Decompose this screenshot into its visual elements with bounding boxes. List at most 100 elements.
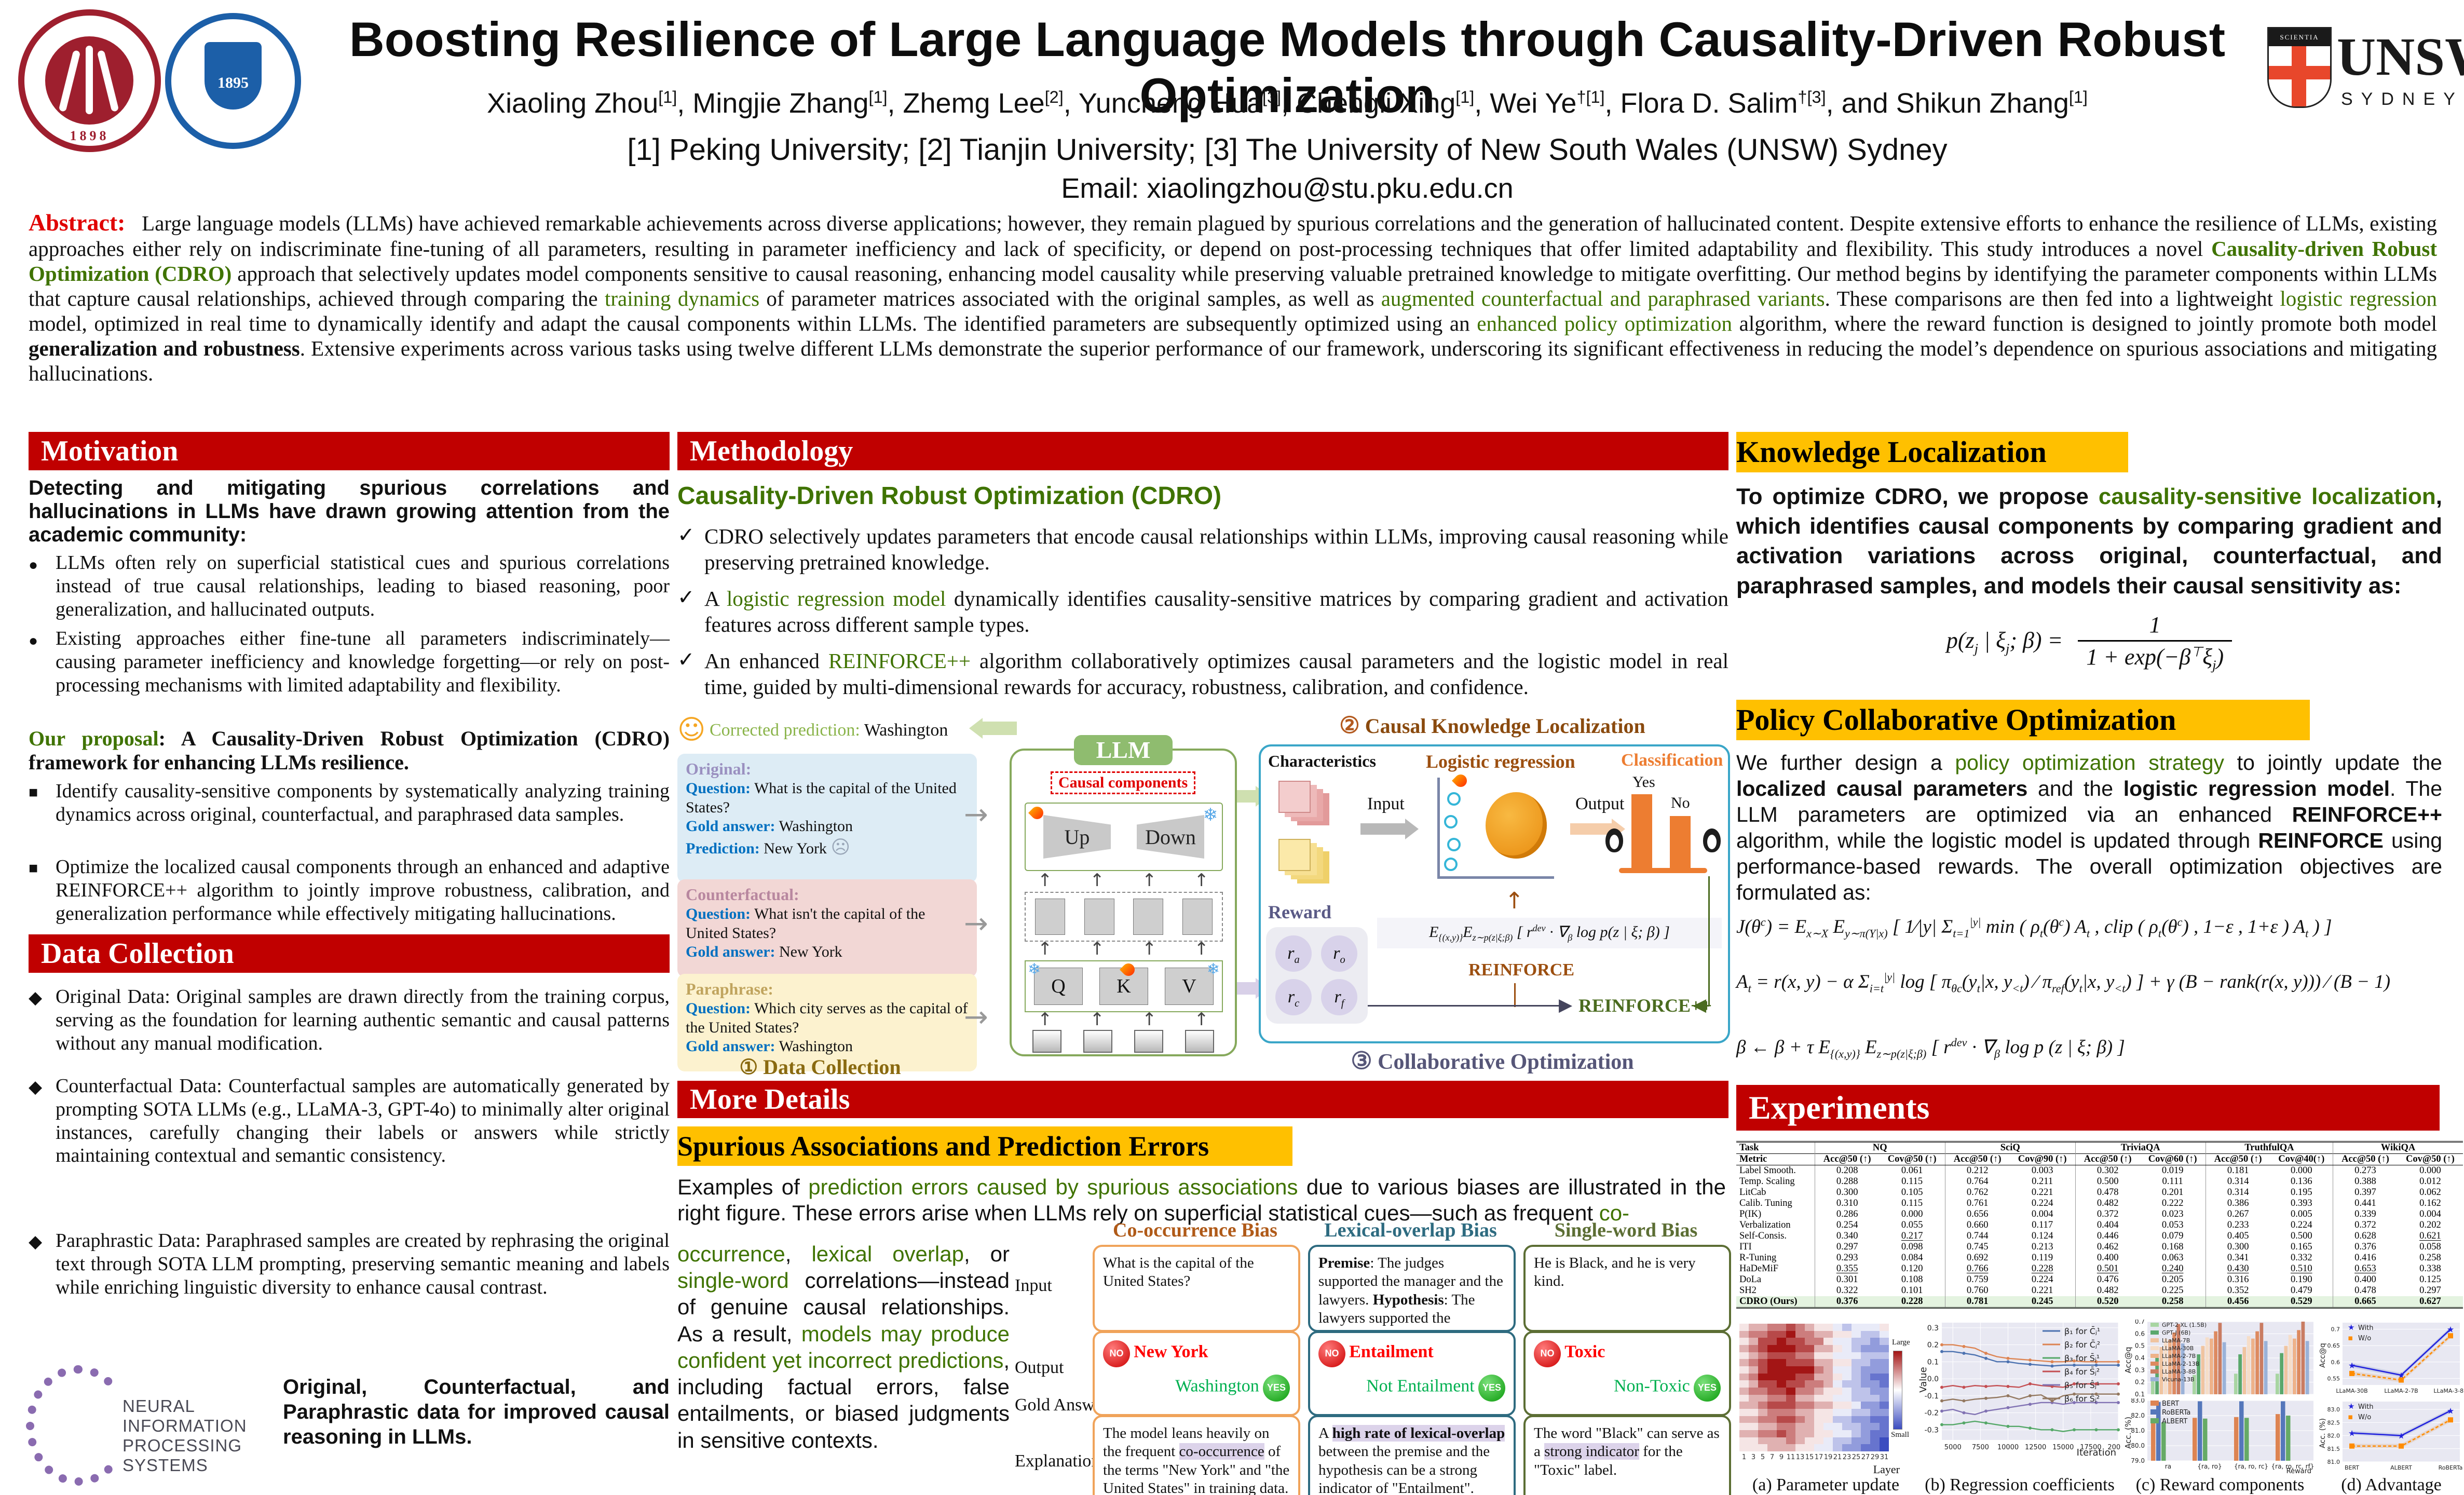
svg-text:β₅ for Ŝⱼ¹: β₅ for Ŝⱼ¹ xyxy=(2064,1380,2100,1390)
table-row: SH2 0.322 0.101 0.760 0.221 0.482 0.225 0.352 0.… xyxy=(1739,1285,2441,1296)
llm-title: LLM xyxy=(1074,735,1173,765)
reward-rf: rf xyxy=(1321,979,1357,1015)
row-label-explanation: Explanation xyxy=(1015,1451,1100,1471)
input-label: Input xyxy=(1367,794,1405,813)
svg-text:0.7: 0.7 xyxy=(2331,1326,2340,1333)
dc-item-1: ◆ Original Data: Original samples are dr… xyxy=(29,986,670,1054)
yes-button-icon: YES xyxy=(1263,1375,1290,1402)
svg-text:-0.3: -0.3 xyxy=(1925,1426,1939,1434)
abstract-text: Large language models (LLMs) have achiev… xyxy=(29,211,2437,385)
arrow-right-icon xyxy=(1360,819,1419,839)
methodology-figure: ☺ Corrected prediction: Washington Origi… xyxy=(677,712,1730,1079)
bias-title: Single-word Bias xyxy=(1554,1219,1698,1241)
svg-text:79.0: 79.0 xyxy=(2131,1457,2145,1464)
bias-title: Co-occurrence Bias xyxy=(1113,1219,1277,1241)
bias-input-box: Premise: The judges supported the manage… xyxy=(1308,1245,1516,1345)
gold-answer: Non-Toxic xyxy=(1613,1376,1690,1396)
spurious-cont: occurrence, lexical overlap, or single-w… xyxy=(677,1242,1010,1452)
caption-b: (b) Regression coefficients xyxy=(1925,1475,2115,1494)
svg-text:LLaMA-2-13B: LLaMA-2-13B xyxy=(2162,1361,2199,1367)
svg-text:{ra, ro, rc, rf}: {ra, ro, rc, rf} xyxy=(2271,1463,2315,1470)
regression-panel: -0.3 -0.2 -0.1 0.0 0.1 0.2 0.3 5000 7500 10000 125… xyxy=(1918,1320,2129,1495)
svg-text:82.5: 82.5 xyxy=(2327,1419,2340,1426)
q-matrix: Q xyxy=(1034,968,1083,1005)
bullet-icon: ● xyxy=(29,556,38,574)
svg-text:0.4: 0.4 xyxy=(2135,1354,2145,1362)
check-icon: ✓ xyxy=(677,648,695,672)
smiley-icon: ☺ xyxy=(677,714,706,745)
counterfactual-sample-box: Counterfactual: Question: What isn't the… xyxy=(677,879,977,977)
svg-text:β₃ for S̄ⱼ¹: β₃ for S̄ⱼ¹ xyxy=(2064,1353,2100,1363)
arrows-up: ↑ ↑ ↑ ↑ xyxy=(1038,1009,1209,1030)
logreg-plot xyxy=(1437,772,1554,879)
dc-caption: Original, Counterfactual, and Paraphrast… xyxy=(283,1376,670,1448)
email: Email: xiaolingzhou@stu.pku.edu.cn xyxy=(1061,173,1514,204)
svg-text:LLaMA-7B: LLaMA-7B xyxy=(2162,1337,2190,1344)
wrong-output: New York xyxy=(1134,1342,1208,1362)
table-row: Temp. Scaling 0.288 0.115 0.764 0.211 0.500 0.… xyxy=(1739,1176,2441,1187)
svg-text:{ra, ro, rc}: {ra, ro, rc} xyxy=(2234,1463,2268,1470)
arrow-left-icon xyxy=(969,718,1017,739)
reward-ro: ro xyxy=(1321,935,1357,972)
check-icon: ✓ xyxy=(677,586,695,609)
experiments-table: Task NQ SciQ TriviaQA TruthfulQA WikiQA Metric… xyxy=(1736,1141,2463,1309)
bias-output-box: NO New York Washington YES xyxy=(1093,1331,1300,1416)
policy-formula-1: J(θc) = Ex∼X Ey∼π(Y|x) [ 1∕|y| Σt=1|y| m… xyxy=(1736,915,2332,940)
svg-text:LLaMA-2-7B: LLaMA-2-7B xyxy=(2384,1388,2418,1394)
fire-icon xyxy=(1452,772,1469,790)
arrow-left-icon: ◀ xyxy=(1693,995,1707,1015)
gold-answer: Not Entailment xyxy=(1366,1376,1475,1396)
svg-text:ra: ra xyxy=(2165,1463,2171,1470)
arrow-right-icon xyxy=(1237,978,1269,999)
svg-text:★: ★ xyxy=(2348,1323,2354,1332)
svg-text:83.0: 83.0 xyxy=(2131,1398,2145,1404)
svg-text:★: ★ xyxy=(2348,1402,2354,1411)
table-row: HaDeMiF 0.355 0.120 0.766 0.228 0.501 0.240 0.4… xyxy=(1739,1263,2441,1274)
svg-text:▪: ▪ xyxy=(2348,1412,2353,1421)
svg-text:10000: 10000 xyxy=(1997,1444,2019,1451)
svg-text:LLaMA-30B: LLaMA-30B xyxy=(2336,1388,2367,1394)
spurious-title: Spurious Associations and Prediction Err… xyxy=(677,1126,1292,1166)
no-bar xyxy=(1670,816,1691,868)
svg-text:0.7: 0.7 xyxy=(2135,1320,2145,1325)
arrow-right-icon: → xyxy=(964,907,988,941)
paraphrase-sample-box: Paraphrase: Question: Which city serves … xyxy=(677,974,977,1071)
unsw-wordmark: UNSW xyxy=(2337,27,2464,87)
svg-text:0.0: 0.0 xyxy=(1927,1375,1939,1383)
svg-text:0.2: 0.2 xyxy=(2135,1379,2145,1386)
reinforce-label: REINFORCE xyxy=(1468,960,1575,980)
affiliations: [1] Peking University; [2] Tianjin Unive… xyxy=(627,133,1948,167)
poster-title: Boosting Resilience of Large Language Mo… xyxy=(349,12,2226,123)
svg-text:▪: ▪ xyxy=(2348,1333,2353,1342)
qkv-block: ❄ ❄ Q K V xyxy=(1025,960,1223,1012)
bias-output-box: NO Toxic Non-Toxic YES xyxy=(1523,1331,1731,1416)
brain-icon xyxy=(1486,792,1547,859)
table-row: CDRO (Ours) 0.376 0.228 0.781 0.245 0.520 0.25… xyxy=(1736,1296,2463,1309)
kl-paragraph: To optimize CDRO, we propose causality-s… xyxy=(1736,484,2442,599)
experiments-header: Experiments xyxy=(1736,1085,2440,1131)
bias-input-box: What is the capital of the United States… xyxy=(1093,1245,1300,1332)
svg-text:Vicuna-13B: Vicuna-13B xyxy=(2162,1376,2195,1383)
motivation-bullet-1: ● LLMs often rely on superficial statist… xyxy=(29,552,670,620)
heatmap-panel: 1 3 5 7 9 11 13 15 17 19 21 23 25 27 29 31 Layer Large Sma… xyxy=(1736,1320,1915,1495)
svg-text:81.0: 81.0 xyxy=(2327,1459,2340,1465)
svg-text:β₄ for S̄ⱼ²: β₄ for S̄ⱼ² xyxy=(2064,1367,2100,1377)
caption-c: (c) Reward components xyxy=(2135,1475,2305,1494)
input-embeddings xyxy=(1032,1030,1214,1053)
pink-feature-stack xyxy=(1278,781,1311,813)
table-row: R-Tuning 0.293 0.084 0.692 0.119 0.400 0.063 0.… xyxy=(1739,1253,2441,1263)
motivation-bullet-2: ● Existing approaches either fine-tune a… xyxy=(29,628,670,696)
snowflake-icon: ❄ xyxy=(1206,960,1220,978)
table-row: ITI 0.297 0.098 0.745 0.213 0.462 0.168 0.300 0.… xyxy=(1739,1242,2441,1253)
yes-button-icon: YES xyxy=(1694,1375,1721,1402)
bias-output-box: NO Entailment Not Entailment YES xyxy=(1308,1331,1516,1416)
knowledge-localization-header: Knowledge Localization xyxy=(1736,432,2128,472)
svg-text:Reward: Reward xyxy=(2286,1467,2311,1474)
arrow-right-icon: → xyxy=(964,798,988,832)
svg-text:ALBERT: ALBERT xyxy=(2162,1418,2187,1425)
no-button-icon: NO xyxy=(1318,1340,1345,1367)
svg-text:83.0: 83.0 xyxy=(2327,1406,2340,1413)
characteristics-label: Characteristics xyxy=(1268,752,1376,770)
svg-text:5000: 5000 xyxy=(1944,1444,1962,1451)
table-row: Self-Consis. 0.340 0.217 0.744 0.124 0.446 0.0… xyxy=(1739,1231,2441,1242)
